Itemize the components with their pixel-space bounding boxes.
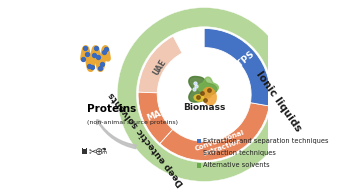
Text: ⊕: ⊕ xyxy=(94,147,102,157)
Text: ✂: ✂ xyxy=(88,147,97,157)
Text: Alternative solvents: Alternative solvents xyxy=(203,162,269,168)
Ellipse shape xyxy=(193,94,204,102)
Text: ATPS: ATPS xyxy=(231,49,257,73)
Circle shape xyxy=(159,49,249,140)
Text: Extraction and separation techniques: Extraction and separation techniques xyxy=(203,138,328,144)
Text: UAE: UAE xyxy=(152,57,169,77)
Ellipse shape xyxy=(202,87,217,106)
Text: Deep eutectic solvents: Deep eutectic solvents xyxy=(107,91,186,188)
Polygon shape xyxy=(198,77,218,98)
Bar xyxy=(197,163,201,168)
Wedge shape xyxy=(138,36,182,93)
Text: Ionic liquids: Ionic liquids xyxy=(254,69,303,133)
Text: Conventional
extraction: Conventional extraction xyxy=(194,129,248,158)
Text: ⚗: ⚗ xyxy=(100,147,107,156)
Wedge shape xyxy=(117,8,291,181)
Wedge shape xyxy=(160,103,269,161)
Bar xyxy=(197,151,201,156)
Text: Proteins: Proteins xyxy=(87,104,136,114)
FancyBboxPatch shape xyxy=(83,147,86,149)
FancyBboxPatch shape xyxy=(82,148,87,154)
Text: (non-animal source proteins): (non-animal source proteins) xyxy=(87,120,178,125)
Wedge shape xyxy=(204,28,270,106)
Text: Biomass: Biomass xyxy=(183,103,225,112)
Bar xyxy=(197,139,201,143)
Text: MAE: MAE xyxy=(145,107,167,123)
Text: Extraction techniques: Extraction techniques xyxy=(203,150,275,156)
Polygon shape xyxy=(189,77,217,102)
Wedge shape xyxy=(138,92,173,144)
